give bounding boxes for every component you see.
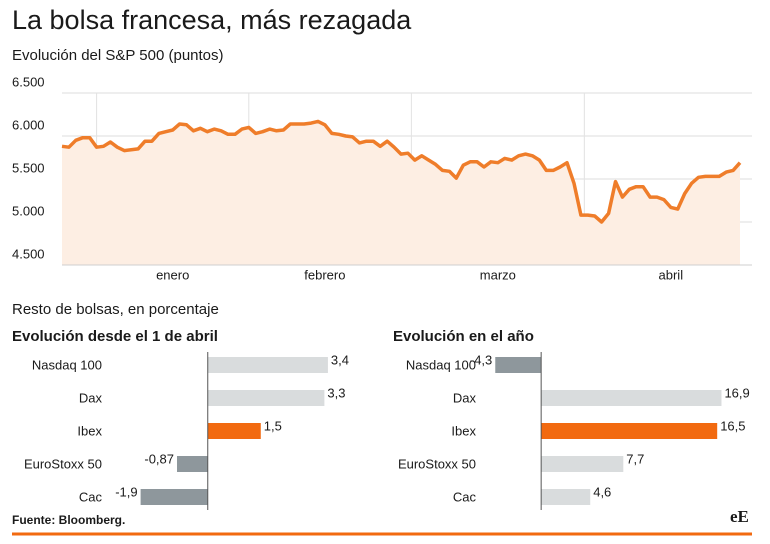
logo: eE xyxy=(730,507,749,526)
line xyxy=(61,119,742,224)
x-tick-label: marzo xyxy=(480,267,516,282)
category-label: Nasdaq 100 xyxy=(406,357,476,372)
section-title: Resto de bolsas, en porcentaje xyxy=(12,301,219,318)
bar xyxy=(495,357,542,373)
bar xyxy=(207,423,261,439)
x-tick-label: enero xyxy=(156,267,189,282)
value-label: 3,3 xyxy=(327,385,345,400)
value-label: -1,9 xyxy=(115,484,137,499)
bar xyxy=(541,423,718,439)
bar xyxy=(541,390,722,406)
category-label: Cac xyxy=(453,489,477,504)
value-label: 1,5 xyxy=(264,418,282,433)
value-label: -0,87 xyxy=(144,451,174,466)
bar xyxy=(541,456,624,472)
category-label: Nasdaq 100 xyxy=(32,357,102,372)
y-tick-label: 4.500 xyxy=(12,246,45,261)
bar xyxy=(207,390,325,406)
value-label: 7,7 xyxy=(626,451,644,466)
x-tick-label: febrero xyxy=(304,267,345,282)
y-tick-label: 5.000 xyxy=(12,203,45,218)
source: Fuente: Bloomberg. xyxy=(12,513,125,527)
bar xyxy=(207,357,328,373)
area xyxy=(62,121,740,266)
chart-title: Evolución desde el 1 de abril xyxy=(12,328,218,345)
category-label: EuroStoxx 50 xyxy=(24,456,102,471)
page-title: La bolsa francesa, más rezagada xyxy=(12,5,412,35)
y-tick-label: 6.000 xyxy=(12,117,45,132)
value-label: 4,6 xyxy=(593,484,611,499)
chart-title: Evolución en el año xyxy=(393,328,534,345)
category-label: Ibex xyxy=(77,423,102,438)
chart-title: Evolución del S&P 500 (puntos) xyxy=(12,47,224,64)
category-label: Cac xyxy=(79,489,103,504)
y-tick-label: 6.500 xyxy=(12,74,45,89)
value-label: 16,9 xyxy=(724,385,749,400)
category-label: EuroStoxx 50 xyxy=(398,456,476,471)
value-label: -4,3 xyxy=(470,352,492,367)
category-label: Dax xyxy=(453,390,477,405)
bar xyxy=(541,489,591,505)
value-label: 16,5 xyxy=(720,418,745,433)
category-label: Dax xyxy=(79,390,103,405)
x-tick-label: abril xyxy=(659,267,684,282)
value-label: 3,4 xyxy=(331,352,349,367)
y-tick-label: 5.500 xyxy=(12,160,45,175)
bar xyxy=(177,456,208,472)
bar xyxy=(140,489,208,505)
category-label: Ibex xyxy=(451,423,476,438)
